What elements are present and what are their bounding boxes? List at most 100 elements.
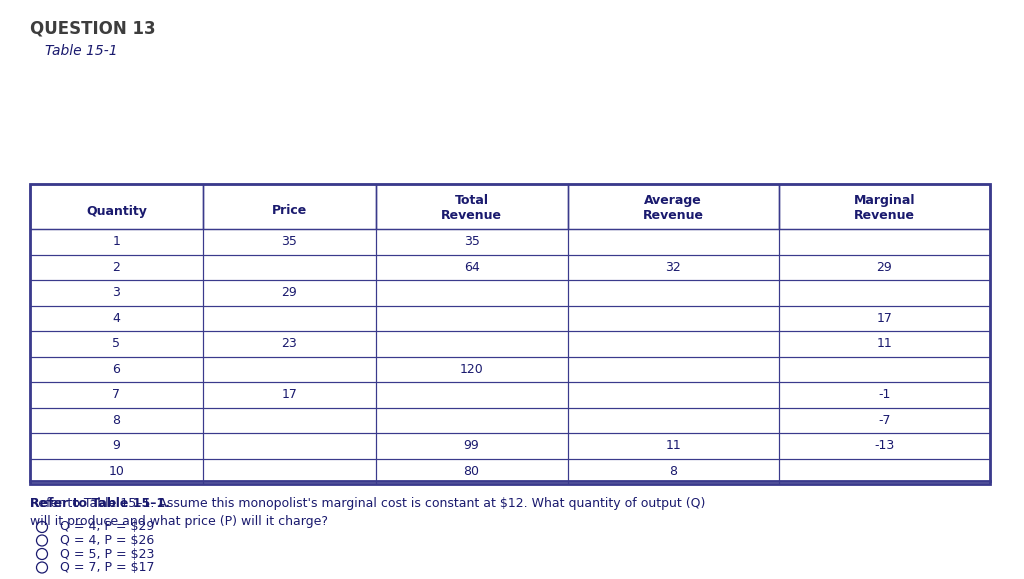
Bar [779, 229, 990, 255]
Text: -1: -1 [879, 389, 891, 401]
Bar [203, 433, 376, 459]
Text: 32: 32 [666, 261, 681, 274]
Text: Quantity: Quantity [86, 204, 146, 218]
Bar [203, 280, 376, 306]
Bar [203, 255, 376, 280]
Bar [30, 229, 203, 255]
Bar [779, 331, 990, 357]
Text: 8: 8 [113, 414, 121, 427]
Bar [567, 255, 779, 280]
Bar [376, 306, 567, 331]
Bar [567, 331, 779, 357]
Text: Total: Total [455, 194, 488, 207]
Bar [567, 408, 779, 433]
Text: 6: 6 [113, 363, 121, 376]
Bar [30, 357, 203, 382]
Bar [30, 184, 203, 229]
Bar [376, 280, 567, 306]
Text: 3: 3 [113, 286, 121, 299]
Text: 4: 4 [113, 312, 121, 325]
Bar [30, 408, 203, 433]
Text: 7: 7 [113, 389, 121, 401]
Text: 8: 8 [670, 465, 677, 478]
Text: 11: 11 [666, 439, 681, 452]
Text: -7: -7 [879, 414, 891, 427]
Bar [376, 331, 567, 357]
Text: Revenue: Revenue [441, 209, 502, 222]
Bar [203, 229, 376, 255]
Bar [779, 382, 990, 408]
Text: QUESTION 13: QUESTION 13 [30, 19, 156, 37]
Text: Q = 5, P = $23: Q = 5, P = $23 [60, 548, 155, 560]
Bar [567, 306, 779, 331]
Text: Refer to Table 15–1. Assume this monopolist's marginal cost is constant at $12. : Refer to Table 15–1. Assume this monopol… [30, 497, 706, 528]
Bar [376, 459, 567, 484]
Bar [376, 433, 567, 459]
Bar [203, 357, 376, 382]
Bar [376, 229, 567, 255]
Text: Marginal: Marginal [854, 194, 915, 207]
Bar [567, 184, 779, 229]
Text: 17: 17 [282, 389, 297, 401]
Bar [376, 408, 567, 433]
Bar [779, 433, 990, 459]
Text: 64: 64 [464, 261, 479, 274]
Bar [567, 357, 779, 382]
Text: 120: 120 [460, 363, 483, 376]
Text: 11: 11 [877, 337, 892, 350]
Text: Price: Price [271, 204, 307, 218]
Text: Q = 4, P = $26: Q = 4, P = $26 [60, 534, 155, 547]
Bar [779, 357, 990, 382]
Bar [376, 357, 567, 382]
Bar [30, 255, 203, 280]
Bar [203, 306, 376, 331]
Text: 2: 2 [113, 261, 121, 274]
Text: 1: 1 [113, 235, 121, 248]
Bar [30, 184, 990, 484]
Bar [567, 280, 779, 306]
Bar [30, 459, 203, 484]
Text: 80: 80 [464, 465, 479, 478]
Bar [567, 459, 779, 484]
Bar [567, 433, 779, 459]
Text: Revenue: Revenue [854, 209, 914, 222]
Text: 5: 5 [113, 337, 121, 350]
Bar [203, 184, 376, 229]
Text: 17: 17 [877, 312, 892, 325]
Text: 99: 99 [464, 439, 479, 452]
Text: Q = 4, P = $29: Q = 4, P = $29 [60, 521, 155, 533]
Bar [203, 408, 376, 433]
Text: 29: 29 [877, 261, 892, 274]
Text: Q = 7, P = $17: Q = 7, P = $17 [60, 561, 155, 574]
Text: Table 15-1: Table 15-1 [45, 44, 118, 58]
Bar [203, 382, 376, 408]
Bar [779, 306, 990, 331]
Text: 29: 29 [282, 286, 297, 299]
Bar [779, 255, 990, 280]
Bar [203, 331, 376, 357]
Bar [376, 184, 567, 229]
Bar [203, 459, 376, 484]
Text: Revenue: Revenue [643, 209, 703, 222]
Bar [30, 331, 203, 357]
Bar [567, 229, 779, 255]
Bar [376, 255, 567, 280]
Bar [376, 382, 567, 408]
Bar [30, 433, 203, 459]
Text: Refer to Table 15–1.: Refer to Table 15–1. [30, 497, 170, 510]
Bar [567, 382, 779, 408]
Text: 35: 35 [464, 235, 479, 248]
Bar [779, 459, 990, 484]
Text: 10: 10 [109, 465, 124, 478]
Text: -13: -13 [874, 439, 895, 452]
Bar [779, 184, 990, 229]
Text: Average: Average [644, 194, 702, 207]
Text: 23: 23 [282, 337, 297, 350]
Bar [779, 280, 990, 306]
Text: 9: 9 [113, 439, 121, 452]
Bar [30, 280, 203, 306]
Bar [30, 382, 203, 408]
Bar [779, 408, 990, 433]
Bar [30, 306, 203, 331]
Text: 35: 35 [282, 235, 297, 248]
